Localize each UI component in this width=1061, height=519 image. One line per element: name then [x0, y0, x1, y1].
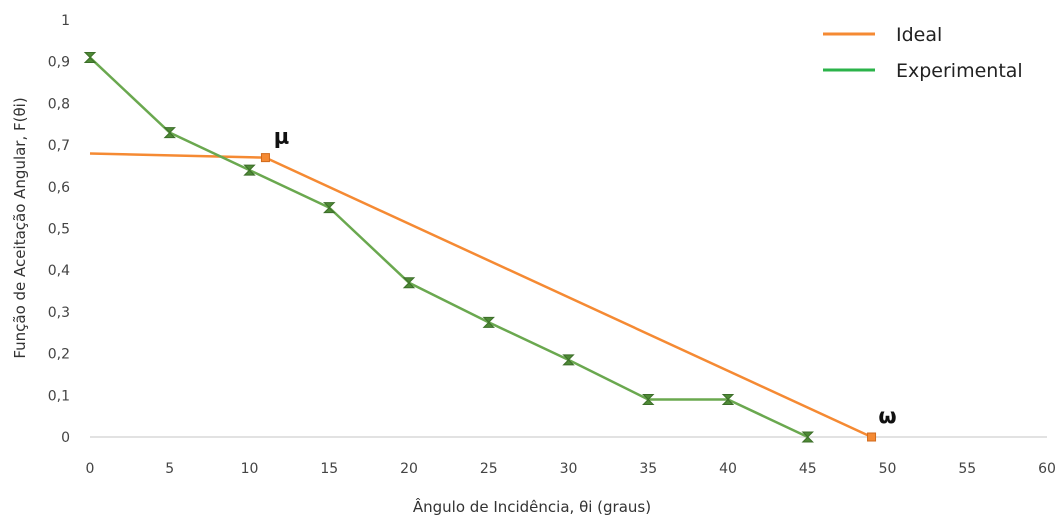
x-tick-label: 5	[165, 461, 174, 477]
data-point-ideal	[867, 432, 877, 442]
y-tick-label: 0,9	[48, 55, 70, 71]
y-tick-label: 0,5	[48, 222, 70, 238]
annotations: μω	[274, 125, 897, 428]
legend-label-experimental: Experimental	[896, 60, 1023, 82]
x-axis-title: Ângulo de Incidência, θi (graus)	[413, 497, 651, 516]
annotation-label: μ	[274, 125, 289, 149]
x-tick-label: 55	[958, 461, 976, 477]
y-tick-label: 0,8	[48, 96, 70, 112]
data-point-experimental	[402, 277, 416, 289]
y-tick-label: 0,6	[48, 180, 70, 196]
data-point-experimental	[562, 354, 575, 366]
x-tick-label: 45	[799, 461, 817, 477]
x-tick-label: 25	[480, 461, 498, 477]
x-tick-label: 20	[400, 461, 418, 477]
y-tick-label: 0,4	[48, 263, 70, 279]
legend: Ideal Experimental	[823, 24, 1023, 82]
data-point-experimental	[642, 393, 655, 405]
x-tick-label: 40	[719, 461, 737, 477]
x-tick-label: 60	[1038, 461, 1056, 477]
series-line-experimental	[89, 56, 809, 439]
x-tick-label: 50	[879, 461, 897, 477]
x-tick-labels: 0 5 10 15 20 25 30 35 40 45 50 55 60	[86, 461, 1056, 477]
y-tick-label: 0,2	[48, 347, 70, 363]
x-tick-label: 35	[639, 461, 657, 477]
x-tick-label: 10	[241, 461, 259, 477]
annotation-label: ω	[878, 404, 896, 428]
data-point-ideal	[260, 153, 270, 163]
y-tick-label: 1	[61, 13, 70, 29]
data-point-experimental	[323, 202, 336, 214]
series-line-ideal	[89, 152, 873, 439]
y-axis-title: Função de Aceitação Angular, F(θi)	[11, 97, 29, 358]
data-point-experimental	[83, 52, 97, 64]
x-tick-label: 15	[320, 461, 338, 477]
y-tick-label: 0,7	[48, 138, 70, 154]
data-point-experimental	[801, 431, 814, 443]
data-point-experimental	[721, 393, 735, 405]
y-tick-label: 0,3	[48, 305, 70, 321]
data-point-experimental	[163, 127, 176, 139]
y-tick-label: 0	[61, 430, 70, 446]
y-tick-label: 0,1	[48, 388, 70, 404]
y-tick-labels: 0 0,1 0,2 0,3 0,4 0,5 0,6 0,7 0,8 0,9 1	[48, 13, 70, 446]
series-layer	[83, 52, 877, 443]
legend-label-ideal: Ideal	[896, 24, 942, 46]
x-tick-label: 30	[560, 461, 578, 477]
data-point-experimental	[482, 316, 495, 328]
x-tick-label: 0	[86, 461, 95, 477]
data-point-experimental	[243, 164, 256, 176]
